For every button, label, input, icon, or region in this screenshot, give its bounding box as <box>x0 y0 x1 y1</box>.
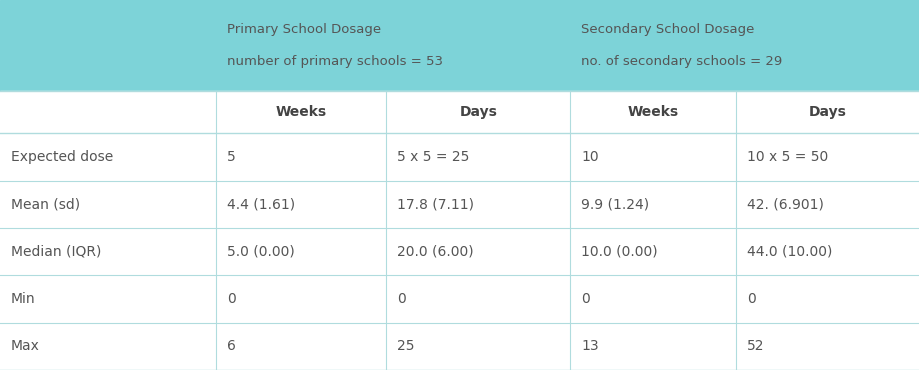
Text: Median (IQR): Median (IQR) <box>11 245 101 259</box>
Text: 13: 13 <box>581 339 598 353</box>
Text: 20.0 (6.00): 20.0 (6.00) <box>397 245 473 259</box>
Text: 42. (6.901): 42. (6.901) <box>746 197 823 211</box>
Text: 0: 0 <box>397 292 406 306</box>
Text: 0: 0 <box>227 292 236 306</box>
Text: Weeks: Weeks <box>276 105 326 119</box>
Text: 9.9 (1.24): 9.9 (1.24) <box>581 197 649 211</box>
Text: number of primary schools = 53: number of primary schools = 53 <box>227 55 443 68</box>
Text: 5 x 5 = 25: 5 x 5 = 25 <box>397 150 470 164</box>
Text: 5: 5 <box>227 150 236 164</box>
Text: Expected dose: Expected dose <box>11 150 113 164</box>
Text: Days: Days <box>459 105 497 119</box>
Text: Secondary School Dosage: Secondary School Dosage <box>581 23 754 36</box>
Text: 6: 6 <box>227 339 236 353</box>
Text: 0: 0 <box>581 292 590 306</box>
Text: 0: 0 <box>746 292 755 306</box>
Text: 25: 25 <box>397 339 414 353</box>
Bar <box>0 0 919 91</box>
Text: Weeks: Weeks <box>627 105 678 119</box>
Text: 4.4 (1.61): 4.4 (1.61) <box>227 197 295 211</box>
Text: 10: 10 <box>581 150 598 164</box>
Text: Max: Max <box>11 339 40 353</box>
Text: 17.8 (7.11): 17.8 (7.11) <box>397 197 474 211</box>
Text: no. of secondary schools = 29: no. of secondary schools = 29 <box>581 55 782 68</box>
Text: 10 x 5 = 50: 10 x 5 = 50 <box>746 150 827 164</box>
Bar <box>0 91 919 133</box>
Text: 52: 52 <box>746 339 764 353</box>
Text: 5.0 (0.00): 5.0 (0.00) <box>227 245 295 259</box>
Text: 10.0 (0.00): 10.0 (0.00) <box>581 245 657 259</box>
Text: Days: Days <box>808 105 846 119</box>
Text: Primary School Dosage: Primary School Dosage <box>227 23 381 36</box>
Text: Min: Min <box>11 292 36 306</box>
Text: Mean (sd): Mean (sd) <box>11 197 80 211</box>
Text: 44.0 (10.00): 44.0 (10.00) <box>746 245 832 259</box>
